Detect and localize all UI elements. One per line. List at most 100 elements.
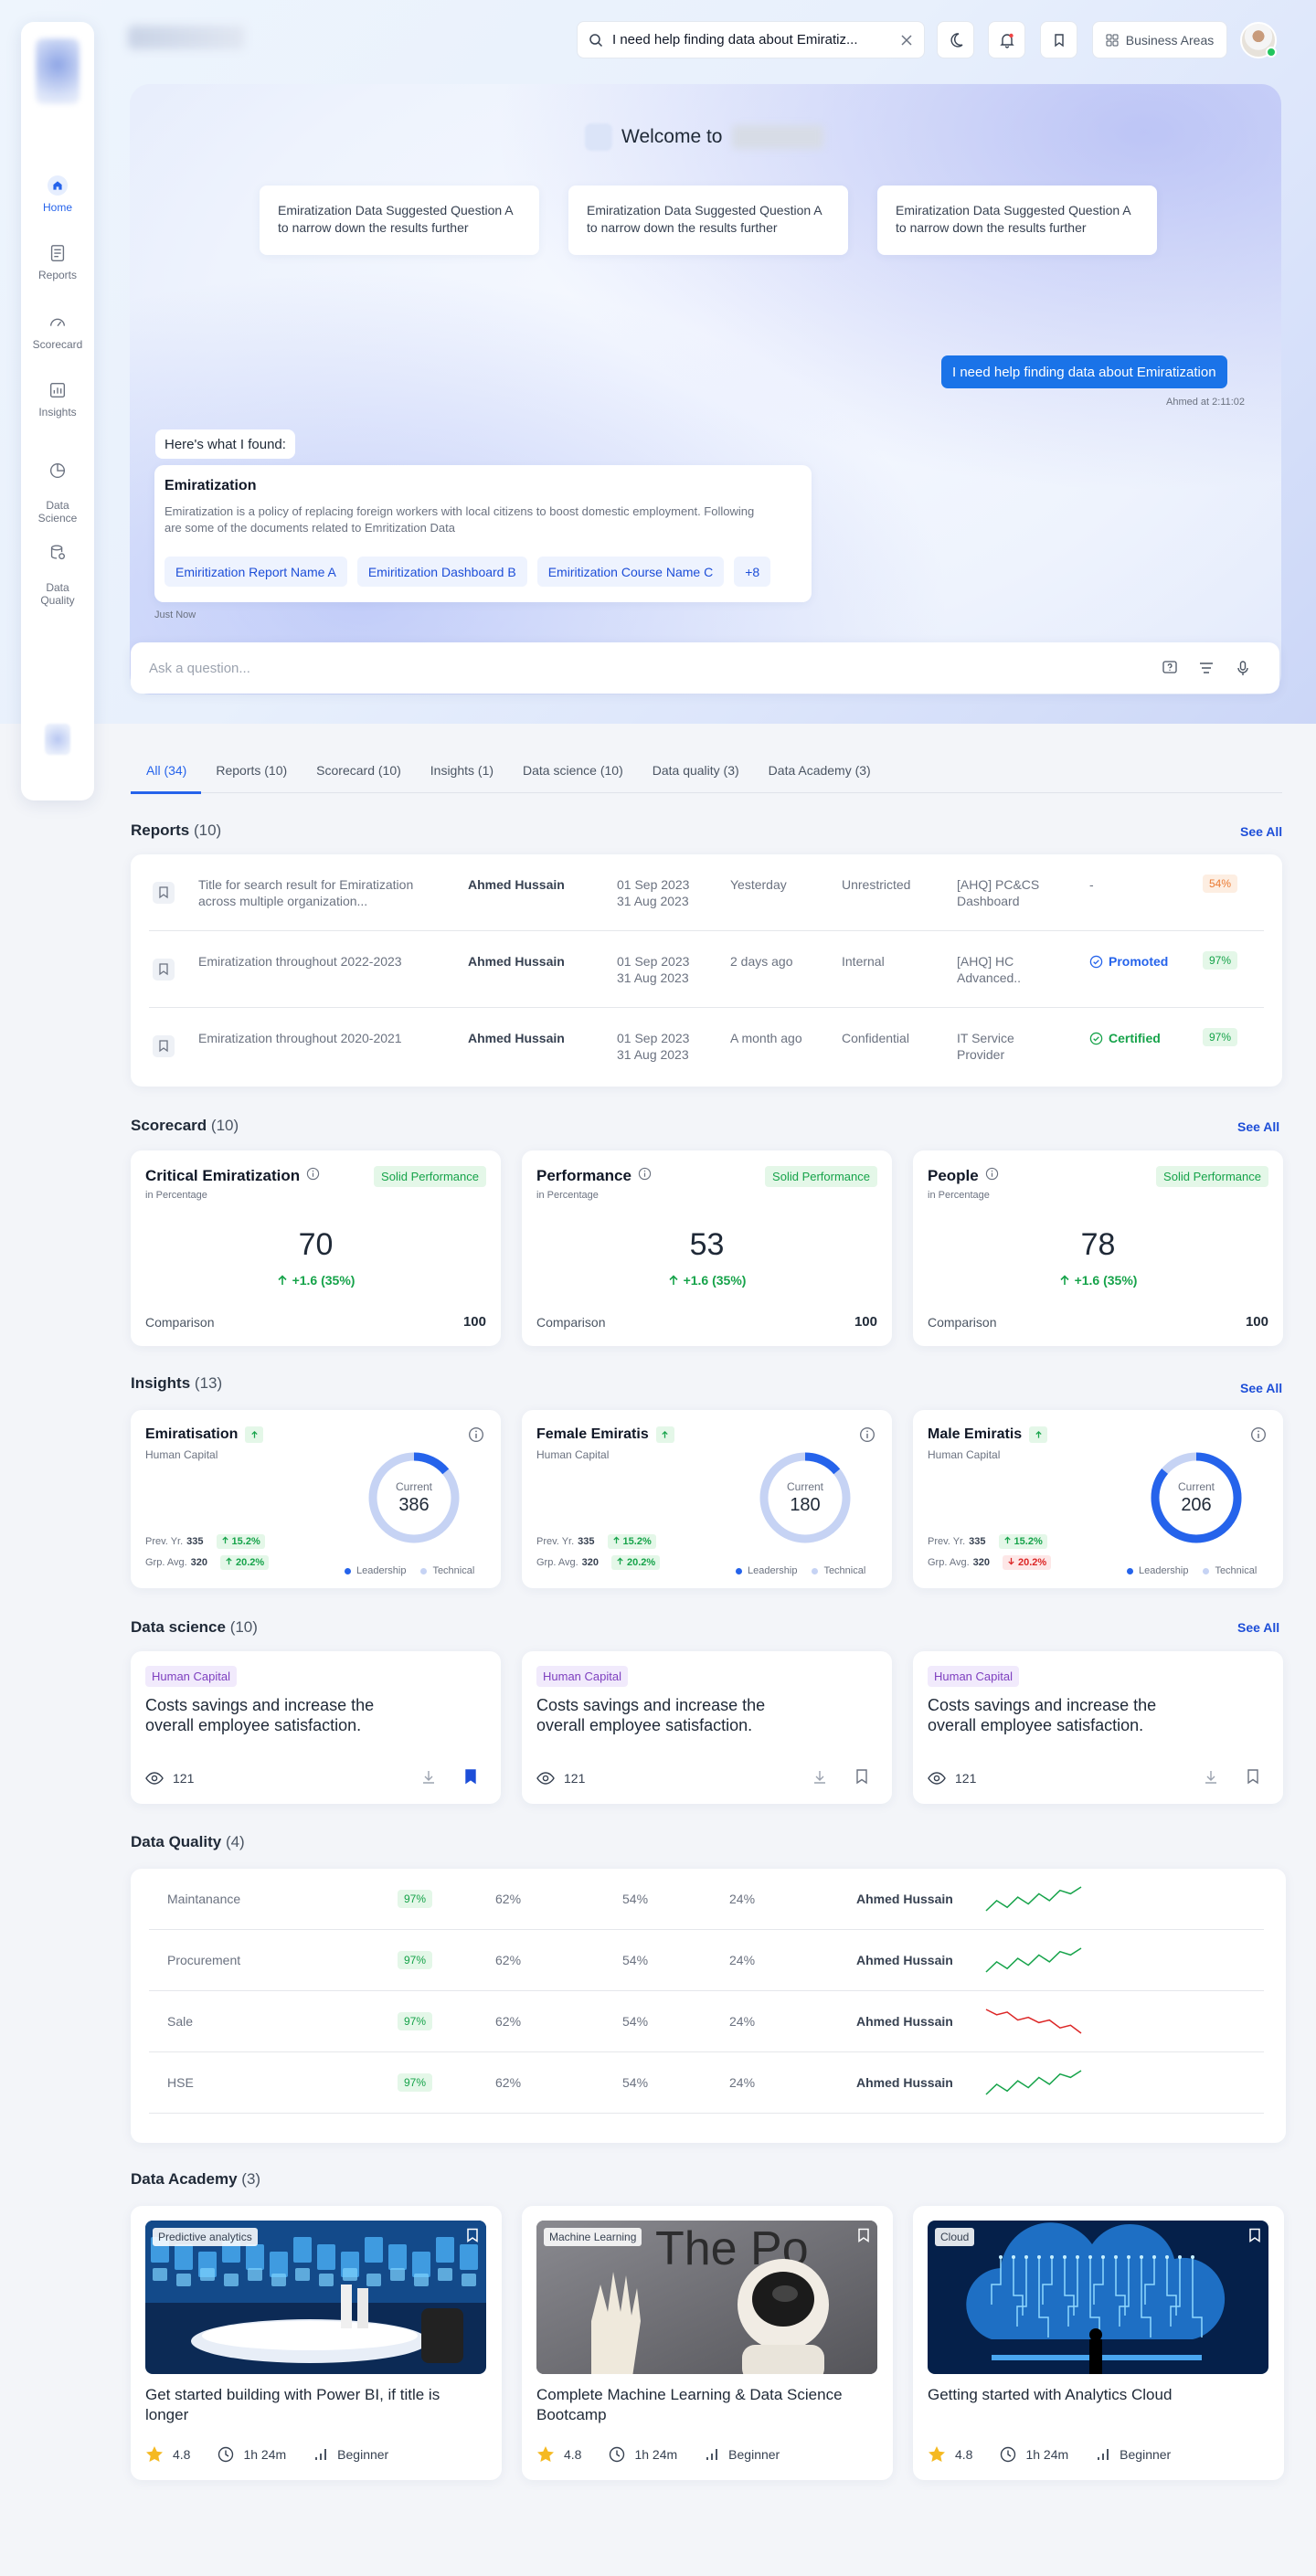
- arrow-up-icon: [612, 1536, 620, 1544]
- insight-card[interactable]: Emiratisation Human Capital Current 386 Prev…: [131, 1410, 501, 1588]
- ask-input[interactable]: [149, 660, 1152, 676]
- download-button[interactable]: [1203, 1769, 1219, 1790]
- eye-icon: [536, 1772, 555, 1785]
- legend-item: Technical: [1203, 1565, 1257, 1576]
- voice-input-button[interactable]: [1225, 660, 1261, 676]
- reports-section-title: Reports (10): [131, 822, 221, 840]
- info-button[interactable]: [1250, 1426, 1267, 1447]
- course-title[interactable]: Getting started with Analytics Cloud: [928, 2386, 1173, 2403]
- bookmark-button[interactable]: [857, 2228, 870, 2247]
- tab-all[interactable]: All (34): [131, 747, 202, 794]
- sidebar-item-reports[interactable]: Reports: [21, 243, 94, 281]
- scorecard-card[interactable]: Critical Emiratization in Percentage Solid…: [131, 1150, 501, 1346]
- star-icon: [537, 2446, 554, 2462]
- insight-card[interactable]: Female Emiratis Human Capital Current 180 Pr…: [522, 1410, 892, 1588]
- notifications-button[interactable]: [988, 21, 1025, 58]
- scorecard-card[interactable]: People in Percentage Solid Performance 78 +1…: [913, 1150, 1283, 1346]
- more-documents-chip[interactable]: +8: [734, 557, 771, 587]
- search-bar[interactable]: [577, 21, 925, 58]
- previous-year-stat: Prev. Yr. 335 15.2%: [536, 1534, 656, 1549]
- data-science-title[interactable]: Costs savings and increase the overall e…: [145, 1696, 375, 1734]
- table-row[interactable]: Procurement 97% 62% 54% 24% Ahmed Hussain: [149, 1930, 1264, 1991]
- download-button[interactable]: [812, 1769, 828, 1790]
- table-row[interactable]: Maintanance 97% 62% 54% 24% Ahmed Hussain: [149, 1869, 1264, 1930]
- sidebar-item-data-science[interactable]: Data Science: [21, 448, 94, 525]
- suggested-question[interactable]: Emiratization Data Suggested Question A …: [260, 186, 539, 255]
- current-label: Current: [395, 1480, 432, 1493]
- info-button[interactable]: [306, 1167, 320, 1185]
- data-science-title[interactable]: Costs savings and increase the overall e…: [928, 1696, 1157, 1734]
- info-button[interactable]: [859, 1426, 876, 1447]
- info-icon: [469, 1427, 483, 1442]
- results-tabs: All (34) Reports (10) Scorecard (10) Ins…: [131, 747, 1282, 794]
- sidebar-item-scorecard[interactable]: Scorecard: [21, 313, 94, 351]
- document-chip[interactable]: Emiritization Report Name A: [164, 557, 347, 587]
- close-icon[interactable]: [900, 34, 913, 47]
- info-button[interactable]: [638, 1167, 652, 1185]
- table-row[interactable]: Title for search result for Emiratizatio…: [149, 854, 1264, 931]
- search-input[interactable]: [612, 32, 891, 48]
- insight-title: Male Emiratis: [928, 1426, 1048, 1443]
- reports-see-all-link[interactable]: See All: [1240, 824, 1283, 839]
- course-card[interactable]: The Po Machine Learning Complete Machine L…: [522, 2206, 893, 2480]
- tab-data-academy[interactable]: Data Academy (3): [768, 763, 871, 778]
- report-title[interactable]: Emiratization throughout 2022-2023: [198, 954, 402, 969]
- bookmark-button[interactable]: [1248, 2228, 1261, 2247]
- brand-name: [128, 26, 245, 49]
- table-row[interactable]: Sale 97% 62% 54% 24% Ahmed Hussain: [149, 1991, 1264, 2052]
- course-card[interactable]: Predictive analytics Get started building…: [131, 2206, 502, 2480]
- report-date: 31 Aug 2023: [617, 894, 689, 908]
- download-button[interactable]: [420, 1769, 437, 1790]
- course-card[interactable]: Cloud Getting started with Analytics Clou…: [913, 2206, 1284, 2480]
- scorecard-card[interactable]: Performance in Percentage Solid Performanc…: [522, 1150, 892, 1346]
- report-title[interactable]: Title for search result for Emiratizatio…: [198, 877, 414, 908]
- user-avatar[interactable]: [1240, 22, 1277, 58]
- quality-score-badge: 97%: [398, 2073, 433, 2092]
- bookmark-icon: [465, 1769, 476, 1785]
- tab-data-science[interactable]: Data science (10): [523, 763, 623, 778]
- scorecard-see-all-link[interactable]: See All: [1237, 1119, 1280, 1134]
- course-rating: 4.8: [145, 2445, 190, 2463]
- insight-title: Emiratisation: [145, 1426, 264, 1443]
- suggested-question[interactable]: Emiratization Data Suggested Question A …: [568, 186, 848, 255]
- table-row[interactable]: HSE 97% 62% 54% 24% Ahmed Hussain: [149, 2052, 1264, 2114]
- tab-scorecard[interactable]: Scorecard (10): [316, 763, 401, 778]
- report-access: Unrestricted: [842, 877, 911, 892]
- tab-reports[interactable]: Reports (10): [216, 763, 288, 778]
- info-button[interactable]: [985, 1167, 999, 1185]
- bookmark-button[interactable]: [153, 882, 175, 904]
- bookmark-button[interactable]: [1246, 1768, 1260, 1789]
- help-chat-button[interactable]: [1152, 660, 1188, 676]
- course-title[interactable]: Complete Machine Learning & Data Science…: [536, 2386, 843, 2423]
- bookmark-button[interactable]: [153, 959, 175, 981]
- document-chip[interactable]: Emiritization Dashboard B: [356, 557, 527, 587]
- course-title[interactable]: Get started building with Power BI, if t…: [145, 2386, 440, 2423]
- insight-card[interactable]: Male Emiratis Human Capital Current 206 Prev…: [913, 1410, 1283, 1588]
- bookmark-button[interactable]: [153, 1035, 175, 1057]
- tab-data-quality[interactable]: Data quality (3): [652, 763, 739, 778]
- insights-see-all-link[interactable]: See All: [1240, 1381, 1283, 1395]
- sidebar-item-insights[interactable]: Insights: [21, 380, 94, 419]
- sidebar-item-data-quality[interactable]: Data Quality: [21, 530, 94, 607]
- report-title[interactable]: Emiratization throughout 2020-2021: [198, 1031, 402, 1045]
- bookmark-button[interactable]: [854, 1768, 869, 1789]
- data-science-card[interactable]: Human Capital Costs savings and increase …: [522, 1651, 892, 1804]
- data-science-card[interactable]: Human Capital Costs savings and increase …: [913, 1651, 1283, 1804]
- data-science-see-all-link[interactable]: See All: [1237, 1620, 1280, 1635]
- info-button[interactable]: [468, 1426, 484, 1447]
- data-science-title[interactable]: Costs savings and increase the overall e…: [536, 1696, 766, 1734]
- ask-bar: [131, 642, 1279, 694]
- tab-insights[interactable]: Insights (1): [430, 763, 494, 778]
- bookmark-button[interactable]: [466, 2228, 479, 2247]
- table-row[interactable]: Emiratization throughout 2022-2023 Ahmed …: [149, 931, 1264, 1008]
- saved-button[interactable]: [1040, 21, 1077, 58]
- filter-button[interactable]: [1188, 660, 1225, 676]
- data-science-card[interactable]: Human Capital Costs savings and increase …: [131, 1651, 501, 1804]
- table-row[interactable]: Emiratization throughout 2020-2021 Ahmed …: [149, 1008, 1264, 1085]
- business-areas-button[interactable]: Business Areas: [1092, 21, 1227, 58]
- theme-toggle-button[interactable]: [937, 21, 974, 58]
- document-chip[interactable]: Emiritization Course Name C: [536, 557, 725, 587]
- sidebar-item-home[interactable]: Home: [21, 175, 94, 214]
- suggested-question[interactable]: Emiratization Data Suggested Question A …: [877, 186, 1157, 255]
- bookmark-button[interactable]: [463, 1768, 478, 1789]
